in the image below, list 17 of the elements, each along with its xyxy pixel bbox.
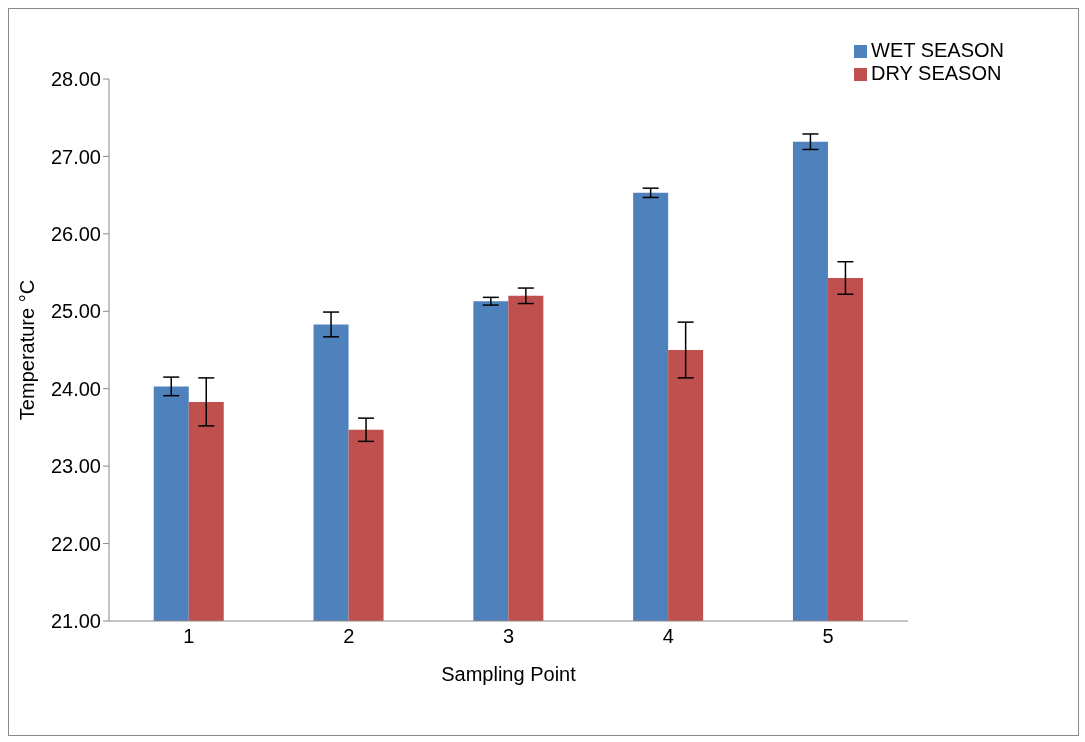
legend-label: DRY SEASON (871, 62, 1002, 84)
x-tick-label: 3 (502, 625, 515, 648)
x-tick-label: 2 (343, 625, 355, 648)
y-axis-title: Temperature °C (16, 279, 39, 421)
x-axis-title: Sampling Point (441, 663, 577, 685)
y-tick-label: 23.00 (50, 455, 101, 478)
y-tick-label: 21.00 (50, 610, 101, 633)
x-tick-label: 4 (662, 625, 674, 648)
y-tick-label: 22.00 (50, 532, 101, 555)
y-tick-label: 27.00 (50, 145, 101, 168)
legend-label: WET SEASON (871, 39, 1004, 61)
y-tick-label: 26.00 (50, 222, 101, 245)
x-tick-label: 5 (822, 625, 834, 648)
y-tick-label: 28.00 (50, 68, 101, 91)
y-tick-label: 24.00 (50, 377, 101, 400)
y-tick-label: 25.00 (50, 300, 101, 323)
x-tick-label: 1 (183, 625, 195, 648)
